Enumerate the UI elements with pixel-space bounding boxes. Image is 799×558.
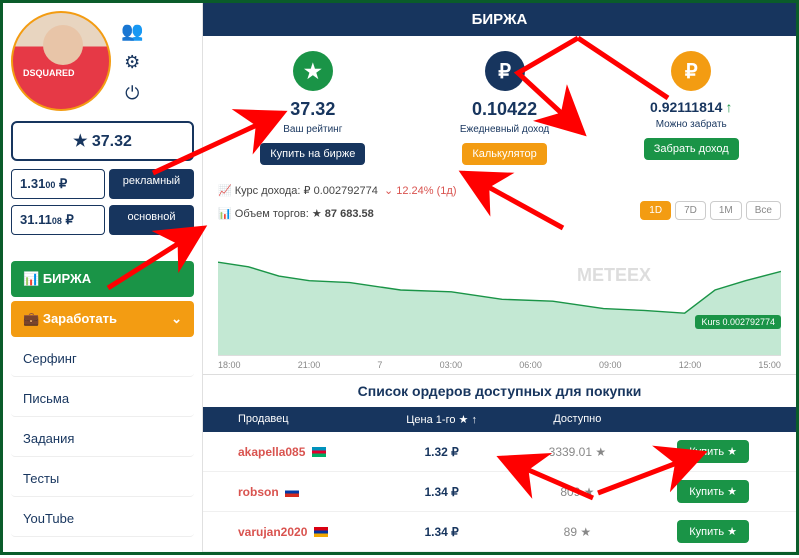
rate-info: 📈 Курс дохода: ₽ 0.002792774 ⌄ 12.24% (1… — [203, 180, 796, 201]
flag-icon — [285, 487, 299, 497]
stat-withdraw: ₽ 0.92111814↑ Можно забрать Забрать дохо… — [644, 51, 739, 160]
flag-icon — [312, 447, 326, 457]
page-title: БИРЖА — [203, 3, 796, 36]
buy-button[interactable]: Купить ★ — [677, 480, 749, 503]
buy-exchange-button[interactable]: Купить на бирже — [260, 143, 365, 165]
stat-income: ₽ 0.10422 Ежедневный доход Калькулятор — [460, 51, 549, 165]
tab-1m[interactable]: 1M — [710, 201, 742, 220]
price-chart: METEEX Kurs 0.002792774 — [218, 225, 781, 356]
avatar-brand: DSQUARED — [23, 68, 75, 78]
calculator-button[interactable]: Калькулятор — [462, 143, 546, 165]
chart-watermark: METEEX — [577, 265, 651, 286]
up-arrow-icon: ↑ — [725, 99, 732, 115]
user-avatar[interactable]: DSQUARED — [11, 11, 111, 111]
orders-title: Список ордеров доступных для покупки — [203, 374, 796, 407]
table-row: akapella085 1.32 ₽ 3339.01 ★ Купить ★ — [203, 432, 796, 472]
main-balance-label: основной — [109, 205, 194, 235]
buy-button[interactable]: Купить ★ — [677, 440, 749, 463]
stat-rating: ★ 37.32 Ваш рейтинг Купить на бирже — [260, 51, 365, 165]
buy-button[interactable]: Купить ★ — [677, 520, 749, 543]
withdraw-button[interactable]: Забрать доход — [644, 138, 739, 160]
chart-badge: Kurs 0.002792774 — [695, 315, 781, 329]
ad-balance-label: рекламный — [109, 169, 194, 199]
volume-info: 📊 Объем торгов: ★ 87 683.58 — [203, 203, 389, 224]
seller-name[interactable]: varujan2020 — [238, 525, 307, 539]
ad-balance: 1.3100 ₽ — [11, 169, 105, 199]
power-icon[interactable]: ⏻ — [121, 83, 143, 104]
ruble-icon: ₽ — [671, 51, 711, 91]
ruble-icon: ₽ — [485, 51, 525, 91]
gear-icon[interactable]: ⚙ — [121, 52, 143, 73]
menu-letters[interactable]: Письма — [11, 381, 194, 417]
main-balance: 31.1108 ₽ — [11, 205, 105, 235]
orders-header-row: ПродавецЦена 1-го ★ ↑Доступно — [203, 407, 796, 432]
tab-all[interactable]: Все — [746, 201, 781, 220]
chart-times: 18:0021:00703:0006:0009:0012:0015:00 — [203, 356, 796, 374]
flag-icon — [314, 527, 328, 537]
table-row: varujan2020 1.34 ₽ 89 ★ Купить ★ — [203, 512, 796, 552]
menu-tasks[interactable]: Задания — [11, 421, 194, 457]
menu-exchange[interactable]: 📊 БИРЖА — [11, 261, 194, 297]
menu-tests[interactable]: Тесты — [11, 461, 194, 497]
users-icon[interactable]: 👥 — [121, 21, 143, 42]
tab-7d[interactable]: 7D — [675, 201, 706, 220]
sidebar-rating[interactable]: ★ 37.32 — [11, 121, 194, 161]
menu-surfing[interactable]: Серфинг — [11, 341, 194, 377]
seller-name[interactable]: robson — [238, 485, 279, 499]
menu-earn[interactable]: 💼 Заработать⌄ — [11, 301, 194, 337]
menu-youtube[interactable]: YouTube — [11, 501, 194, 537]
tab-1d[interactable]: 1D — [640, 201, 671, 220]
seller-name[interactable]: akapella085 — [238, 445, 305, 459]
star-icon: ★ — [293, 51, 333, 91]
chevron-down-icon: ⌄ — [171, 311, 182, 327]
table-row: robson 1.34 ₽ 809 ★ Купить ★ — [203, 472, 796, 512]
